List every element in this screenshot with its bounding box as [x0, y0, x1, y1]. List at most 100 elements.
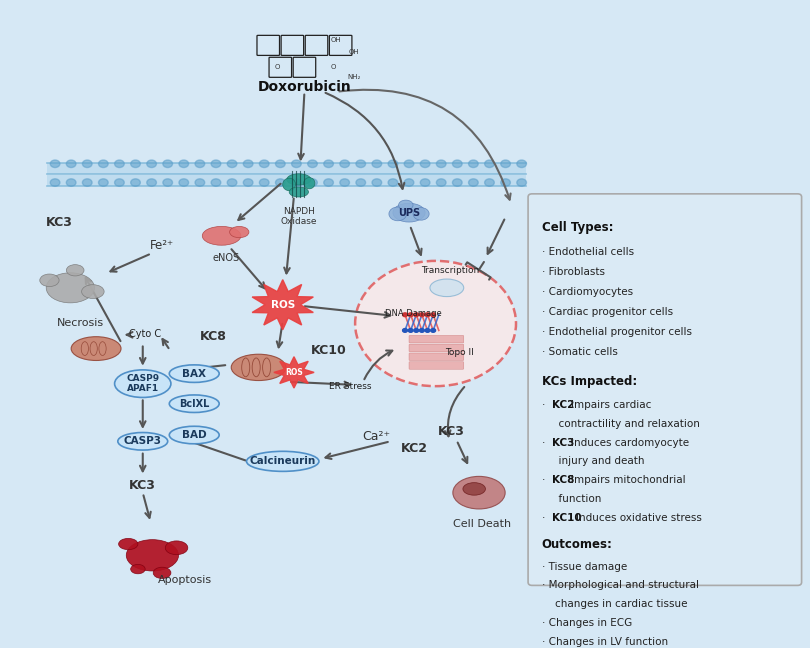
Circle shape [372, 160, 382, 168]
Circle shape [66, 179, 76, 187]
Circle shape [130, 179, 140, 187]
Text: KC8: KC8 [200, 330, 227, 343]
Text: changes in cardiac tissue: changes in cardiac tissue [542, 599, 687, 609]
Ellipse shape [40, 274, 59, 286]
FancyBboxPatch shape [47, 163, 526, 174]
Text: Cyto C: Cyto C [129, 329, 161, 338]
Text: OH: OH [348, 49, 360, 55]
Circle shape [243, 160, 253, 168]
Text: · Morphological and structural: · Morphological and structural [542, 581, 699, 590]
Circle shape [308, 160, 318, 168]
Ellipse shape [130, 564, 145, 573]
Circle shape [147, 160, 156, 168]
Ellipse shape [202, 226, 241, 245]
Text: Necrosis: Necrosis [57, 318, 104, 328]
Text: CASP9
APAF1: CASP9 APAF1 [126, 375, 160, 393]
Polygon shape [252, 280, 313, 330]
Text: Cell Death: Cell Death [453, 519, 511, 529]
Circle shape [243, 179, 253, 187]
Text: ·: · [542, 437, 548, 448]
Text: Impairs cardiac: Impairs cardiac [571, 400, 651, 410]
Circle shape [403, 329, 407, 332]
Text: · Somatic cells: · Somatic cells [542, 347, 618, 357]
Circle shape [308, 179, 318, 187]
Text: Fe²⁺: Fe²⁺ [150, 239, 174, 252]
Ellipse shape [229, 226, 249, 238]
Ellipse shape [304, 178, 315, 189]
Text: · Changes in ECG: · Changes in ECG [542, 618, 632, 628]
Circle shape [517, 179, 526, 187]
Text: KCs Impacted:: KCs Impacted: [542, 375, 637, 388]
Circle shape [99, 179, 109, 187]
Circle shape [130, 160, 140, 168]
Text: Impairs mitochondrial: Impairs mitochondrial [571, 475, 685, 485]
Circle shape [292, 160, 301, 168]
Circle shape [83, 160, 92, 168]
Circle shape [50, 160, 60, 168]
Text: KC3: KC3 [45, 216, 73, 229]
Circle shape [437, 160, 446, 168]
Ellipse shape [413, 207, 429, 220]
Circle shape [114, 160, 124, 168]
Circle shape [420, 313, 424, 317]
Circle shape [501, 160, 510, 168]
Circle shape [228, 160, 237, 168]
Text: · Endothelial progenitor cells: · Endothelial progenitor cells [542, 327, 692, 337]
Ellipse shape [169, 395, 220, 413]
Ellipse shape [117, 432, 168, 450]
Text: O: O [275, 64, 280, 69]
Circle shape [99, 160, 109, 168]
Ellipse shape [399, 200, 413, 210]
Circle shape [420, 179, 430, 187]
Text: Transcription: Transcription [421, 266, 480, 275]
Text: KC3: KC3 [552, 437, 574, 448]
Ellipse shape [289, 187, 309, 197]
Text: BAD: BAD [182, 430, 207, 440]
Circle shape [163, 160, 173, 168]
Text: NH₂: NH₂ [347, 75, 360, 80]
Text: Calcineurin: Calcineurin [249, 456, 316, 467]
Circle shape [228, 179, 237, 187]
Text: · Cardiac progenitor cells: · Cardiac progenitor cells [542, 307, 673, 318]
Text: KC8: KC8 [552, 475, 574, 485]
Ellipse shape [169, 426, 220, 444]
Circle shape [179, 160, 189, 168]
Text: Apoptosis: Apoptosis [157, 575, 211, 585]
Text: KC3: KC3 [130, 479, 156, 492]
Ellipse shape [66, 264, 84, 276]
FancyBboxPatch shape [409, 344, 463, 352]
Circle shape [324, 179, 334, 187]
Circle shape [275, 179, 285, 187]
Circle shape [453, 160, 463, 168]
Text: KC10: KC10 [552, 513, 582, 523]
Circle shape [292, 179, 301, 187]
Ellipse shape [169, 365, 220, 382]
Text: KC10: KC10 [311, 344, 347, 357]
Text: Induces oxidative stress: Induces oxidative stress [577, 513, 702, 523]
Circle shape [114, 179, 124, 187]
Text: · Tissue damage: · Tissue damage [542, 562, 627, 572]
Circle shape [501, 179, 510, 187]
Ellipse shape [126, 540, 178, 571]
Text: ROS: ROS [271, 300, 295, 310]
Circle shape [484, 160, 494, 168]
Ellipse shape [430, 279, 463, 297]
Ellipse shape [393, 203, 425, 222]
Text: OH: OH [331, 37, 342, 43]
Circle shape [355, 261, 516, 386]
Text: function: function [552, 494, 602, 504]
Text: BclXL: BclXL [179, 399, 210, 409]
Circle shape [211, 160, 221, 168]
Circle shape [66, 160, 76, 168]
Text: Induces cardomyocyte: Induces cardomyocyte [571, 437, 688, 448]
Text: injury and death: injury and death [552, 456, 645, 467]
Ellipse shape [231, 354, 286, 380]
Text: NAPDH
Oxidase: NAPDH Oxidase [280, 207, 317, 226]
Ellipse shape [46, 273, 95, 303]
Text: O: O [331, 64, 336, 69]
Text: · Endothelial cells: · Endothelial cells [542, 247, 634, 257]
Circle shape [259, 179, 269, 187]
Text: ·: · [542, 475, 548, 485]
Text: DNA Damage: DNA Damage [385, 309, 441, 318]
Text: Doxorubicin: Doxorubicin [258, 80, 352, 95]
